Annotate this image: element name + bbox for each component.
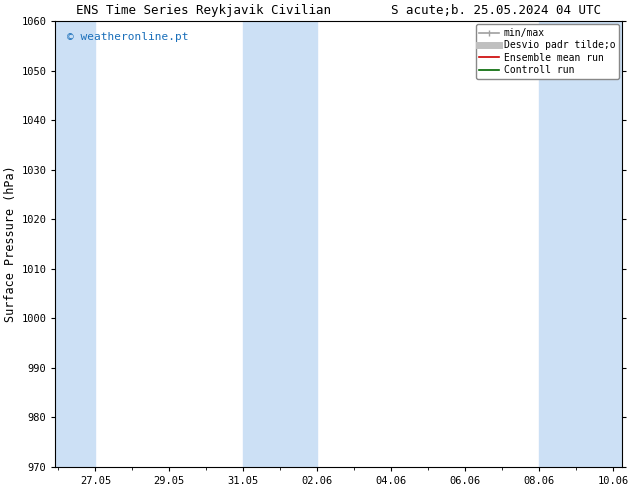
Bar (576, 21, 622, 467)
Text: © weatheronline.pt: © weatheronline.pt (67, 32, 188, 42)
Y-axis label: Surface Pressure (hPa): Surface Pressure (hPa) (4, 166, 17, 322)
Bar (539, 21, 576, 467)
Bar (22, 21, 58, 467)
Bar (58, 21, 95, 467)
Legend: min/max, Desvio padr tilde;o, Ensemble mean run, Controll run: min/max, Desvio padr tilde;o, Ensemble m… (476, 24, 619, 79)
Title: ENS Time Series Reykjavik Civilian        S acute;b. 25.05.2024 04 UTC: ENS Time Series Reykjavik Civilian S acu… (76, 4, 601, 17)
Bar (280, 21, 317, 467)
Bar (243, 21, 280, 467)
